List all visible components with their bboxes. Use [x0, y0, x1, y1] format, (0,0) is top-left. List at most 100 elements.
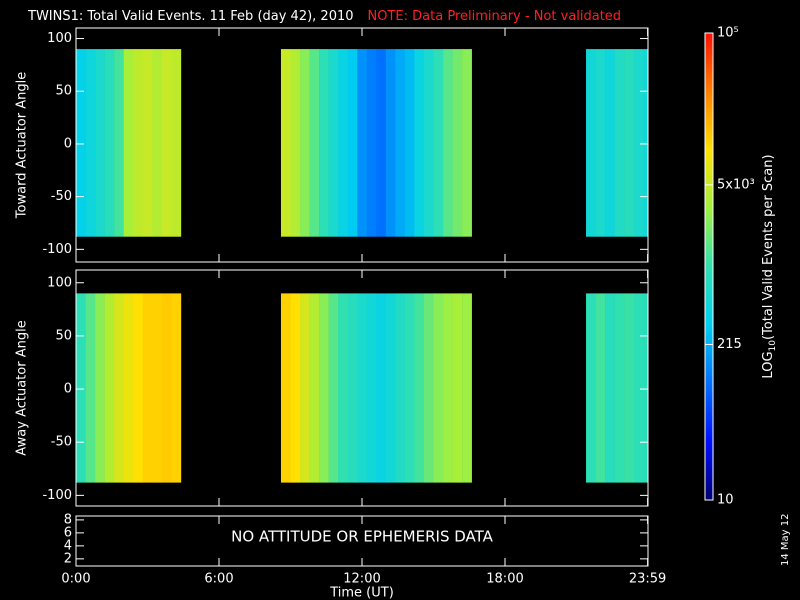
- heatmap-cell: [586, 49, 596, 237]
- heatmap-cell: [643, 293, 648, 483]
- heatmap-cell: [605, 293, 615, 483]
- heatmap-cell: [586, 293, 596, 483]
- heatmap-cell: [452, 49, 463, 237]
- x-axis-label: Time (UT): [329, 586, 394, 600]
- heatmap-cell: [104, 49, 115, 237]
- heatmap-cell: [605, 49, 615, 237]
- heatmap-cell: [624, 49, 634, 237]
- heatmap-cell: [395, 293, 406, 483]
- heatmap-cell: [462, 293, 472, 483]
- heatmap-cell: [385, 49, 396, 237]
- heatmap-cell: [280, 293, 291, 483]
- heatmap-cell: [133, 293, 144, 483]
- heatmap-cell: [633, 49, 644, 237]
- colorbar-tick-label: 5x10³: [717, 177, 755, 192]
- heatmap-cell: [319, 49, 329, 237]
- heatmap-cell: [76, 49, 86, 237]
- heatmap-cell: [462, 49, 472, 237]
- heatmap-cell: [280, 49, 291, 237]
- date-stamp: 14 May 12: [780, 514, 791, 566]
- y-tick-label: 4: [64, 538, 72, 553]
- y-tick-label: 0: [64, 382, 72, 397]
- y-tick-label: 100: [47, 275, 72, 290]
- heatmap-cell: [433, 49, 444, 237]
- heatmap-cell: [114, 293, 124, 483]
- y-tick-label: 50: [55, 328, 72, 343]
- heatmap-cell: [443, 293, 453, 483]
- heatmap-cell: [290, 49, 301, 237]
- heatmap-cell: [161, 49, 172, 237]
- heatmap-cell: [171, 49, 182, 237]
- heatmap-cell: [338, 49, 348, 237]
- heatmap-cell: [104, 293, 115, 483]
- colorbar: [704, 32, 714, 501]
- heatmap-cell: [643, 49, 648, 237]
- x-tick-label: 0:00: [61, 572, 90, 587]
- heatmap-cell: [423, 293, 434, 483]
- heatmap-cell: [133, 49, 144, 237]
- heatmap-cell: [414, 293, 425, 483]
- heatmap-cell: [328, 293, 339, 483]
- heatmap-cell: [114, 49, 124, 237]
- heatmap-cell: [614, 49, 625, 237]
- heatmap-cell: [404, 293, 415, 483]
- x-tick-label: 6:00: [204, 572, 233, 587]
- y-tick-label: -50: [51, 435, 72, 450]
- heatmap-cell: [376, 293, 387, 483]
- heatmap-cell: [300, 49, 310, 237]
- heatmap-cell: [633, 293, 644, 483]
- heatmap-cell: [376, 49, 387, 237]
- colorbar-label-part: LOG: [761, 351, 776, 378]
- title-text: TWINS1: Total Valid Events. 11 Feb (day …: [27, 9, 354, 24]
- heatmap-cell: [357, 49, 368, 237]
- colorbar-tick-label: 215: [717, 337, 742, 352]
- y-axis-label: Toward Actuator Angle: [15, 72, 30, 219]
- heatmap-cell: [123, 293, 134, 483]
- y-axis-label: Away Actuator Angle: [15, 320, 30, 455]
- heatmap-cell: [614, 293, 625, 483]
- heatmap-cell: [433, 293, 444, 483]
- heatmap-cell: [624, 293, 634, 483]
- heatmap-cell: [357, 293, 368, 483]
- heatmap-cell: [171, 293, 182, 483]
- y-tick-label: 0: [64, 136, 72, 151]
- heatmap-cell: [347, 293, 358, 483]
- colorbar-label-part: (Total Valid Events per Scan): [761, 154, 776, 340]
- heatmap-cell: [85, 49, 96, 237]
- heatmap-cell: [142, 49, 153, 237]
- heatmap-cell: [152, 49, 163, 237]
- heatmap-cell: [366, 293, 377, 483]
- colorbar-label-sub: 10: [768, 340, 778, 352]
- y-tick-label: -50: [51, 189, 72, 204]
- heatmap-cell: [395, 49, 406, 237]
- chart-title: TWINS1: Total Valid Events. 11 Feb (day …: [27, 9, 621, 24]
- heatmap-cell: [123, 49, 134, 237]
- heatmap-cell: [142, 293, 153, 483]
- heatmap-cell: [152, 293, 163, 483]
- heatmap-cell: [328, 49, 339, 237]
- heatmap-cell: [347, 49, 358, 237]
- y-tick-label: 8: [64, 512, 72, 527]
- x-tick-label: 12:00: [343, 572, 380, 587]
- heatmap-cell: [366, 49, 377, 237]
- heatmap-cell: [423, 49, 434, 237]
- y-tick-label: 2: [64, 551, 72, 566]
- y-tick-label: 6: [64, 525, 72, 540]
- y-tick-label: 50: [55, 84, 72, 99]
- heatmap-cell: [300, 293, 310, 483]
- y-tick-label: 100: [47, 31, 72, 46]
- x-tick-label: 23:59: [629, 572, 666, 587]
- title-note: NOTE: Data Preliminary - Not validated: [368, 9, 622, 24]
- heatmap-cell: [595, 293, 606, 483]
- heatmap-cell: [161, 293, 172, 483]
- heatmap-cell: [95, 293, 105, 483]
- y-tick-label: -100: [42, 242, 72, 257]
- annotation: NO ATTITUDE OR EPHEMERIS DATA: [231, 528, 494, 546]
- heatmap-cell: [414, 49, 425, 237]
- heatmap-cell: [595, 49, 606, 237]
- heatmap-cell: [309, 293, 320, 483]
- heatmap-cell: [76, 293, 86, 483]
- heatmap-cell: [404, 49, 415, 237]
